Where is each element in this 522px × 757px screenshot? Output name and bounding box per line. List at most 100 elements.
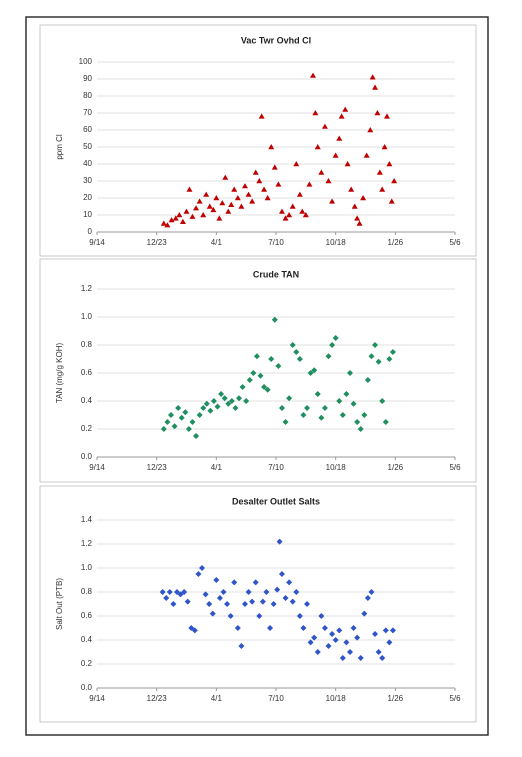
data-point — [318, 613, 325, 619]
data-point — [374, 110, 381, 116]
data-point — [264, 386, 271, 393]
data-point — [203, 400, 210, 407]
y-tick-label: 0.2 — [81, 424, 93, 433]
data-point — [296, 356, 303, 362]
data-point — [219, 200, 226, 206]
y-tick-label: 0.8 — [81, 587, 93, 596]
data-point — [299, 208, 306, 214]
data-point — [159, 589, 166, 595]
data-point — [389, 627, 396, 634]
data-point — [364, 377, 371, 383]
data-point — [332, 637, 339, 643]
data-point — [386, 161, 393, 167]
data-point — [386, 639, 393, 646]
y-tick-label: 0.0 — [81, 683, 93, 692]
data-point — [304, 601, 311, 607]
data-point — [346, 370, 353, 376]
data-point — [286, 212, 293, 218]
data-point — [293, 589, 300, 595]
y-tick-label: 0 — [88, 227, 93, 236]
x-tick-label: 4/1 — [211, 694, 223, 703]
data-point — [332, 152, 339, 158]
data-point — [163, 595, 170, 601]
x-tick-label: 7/10 — [268, 238, 284, 247]
y-tick-label: 10 — [83, 210, 92, 219]
data-point — [189, 419, 196, 425]
data-point — [206, 203, 213, 209]
data-point — [282, 419, 289, 425]
y-tick-label: 0.4 — [81, 396, 93, 405]
y-axis-label: Salt Out (PTB) — [55, 578, 64, 630]
y-tick-label: 1.0 — [81, 563, 93, 572]
x-tick-label: 5/6 — [449, 463, 461, 472]
data-point — [339, 412, 346, 418]
x-tick-label: 7/10 — [268, 694, 284, 703]
data-point — [311, 367, 318, 374]
data-point — [168, 217, 175, 223]
data-point — [314, 144, 321, 150]
data-point — [268, 144, 275, 150]
chart-title: Vac Twr Ovhd Cl — [241, 35, 311, 45]
data-point — [296, 191, 303, 197]
chart-title: Crude TAN — [253, 269, 299, 279]
data-point — [364, 595, 371, 601]
data-point — [178, 414, 185, 421]
data-point — [318, 414, 325, 421]
data-point — [263, 589, 270, 595]
data-point — [214, 403, 221, 410]
data-point — [196, 198, 203, 204]
data-point — [282, 215, 289, 221]
data-point — [368, 589, 375, 595]
data-point — [216, 595, 223, 601]
y-tick-label: 1.4 — [81, 515, 93, 524]
x-tick-label: 12/23 — [147, 238, 168, 247]
data-point — [293, 161, 300, 167]
data-point — [236, 395, 243, 402]
data-point — [321, 625, 328, 631]
chart-panel — [39, 24, 477, 257]
data-point — [221, 395, 228, 402]
data-point — [336, 135, 343, 141]
x-tick-label: 12/23 — [147, 463, 168, 472]
data-point — [367, 127, 374, 133]
data-point — [314, 649, 321, 655]
y-tick-label: 20 — [83, 193, 92, 202]
data-point — [259, 598, 266, 605]
y-tick-label: 60 — [83, 125, 92, 134]
data-point — [231, 579, 238, 586]
data-point — [307, 639, 314, 646]
data-point — [241, 183, 248, 189]
data-point — [234, 625, 241, 631]
data-point — [213, 195, 220, 201]
x-tick-label: 1/26 — [388, 238, 404, 247]
data-point — [278, 405, 285, 411]
data-point — [164, 419, 171, 425]
data-point — [203, 191, 210, 197]
y-tick-label: 40 — [83, 159, 92, 168]
data-point — [185, 426, 192, 432]
y-tick-label: 0.4 — [81, 635, 93, 644]
data-point — [296, 613, 303, 619]
data-point — [210, 206, 217, 213]
data-point — [360, 195, 367, 201]
data-point — [300, 412, 307, 418]
data-point — [274, 586, 281, 593]
x-tick-label: 12/23 — [147, 694, 168, 703]
data-point — [199, 565, 206, 571]
data-point — [304, 405, 311, 411]
data-point — [225, 208, 232, 214]
y-tick-label: 100 — [79, 57, 93, 66]
data-point — [241, 601, 248, 607]
data-point — [195, 571, 202, 577]
data-point — [325, 643, 332, 649]
data-point — [200, 405, 207, 411]
data-point — [200, 212, 207, 218]
data-point — [228, 398, 235, 404]
data-point — [193, 433, 200, 439]
chart-panel — [39, 485, 477, 723]
data-point — [382, 627, 389, 634]
data-point — [164, 222, 171, 228]
data-point — [354, 215, 361, 221]
data-point — [325, 353, 332, 360]
